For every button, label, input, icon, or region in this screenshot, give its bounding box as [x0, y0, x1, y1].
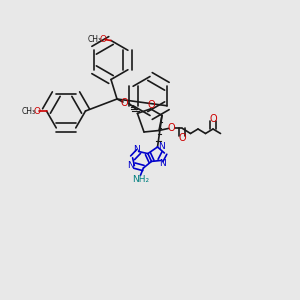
Text: N: N: [128, 160, 134, 169]
Text: N: N: [133, 146, 140, 154]
Text: O: O: [100, 34, 107, 43]
Text: NH₂: NH₂: [132, 175, 149, 184]
Text: O: O: [121, 98, 128, 109]
Text: CH₃: CH₃: [87, 34, 102, 43]
Text: O: O: [34, 106, 41, 116]
Text: N: N: [158, 142, 164, 151]
Text: O: O: [178, 133, 186, 143]
Text: O: O: [148, 100, 155, 110]
Text: N: N: [159, 159, 165, 168]
Text: O: O: [167, 123, 175, 134]
Text: O: O: [209, 114, 217, 124]
Text: CH₃: CH₃: [21, 106, 36, 116]
